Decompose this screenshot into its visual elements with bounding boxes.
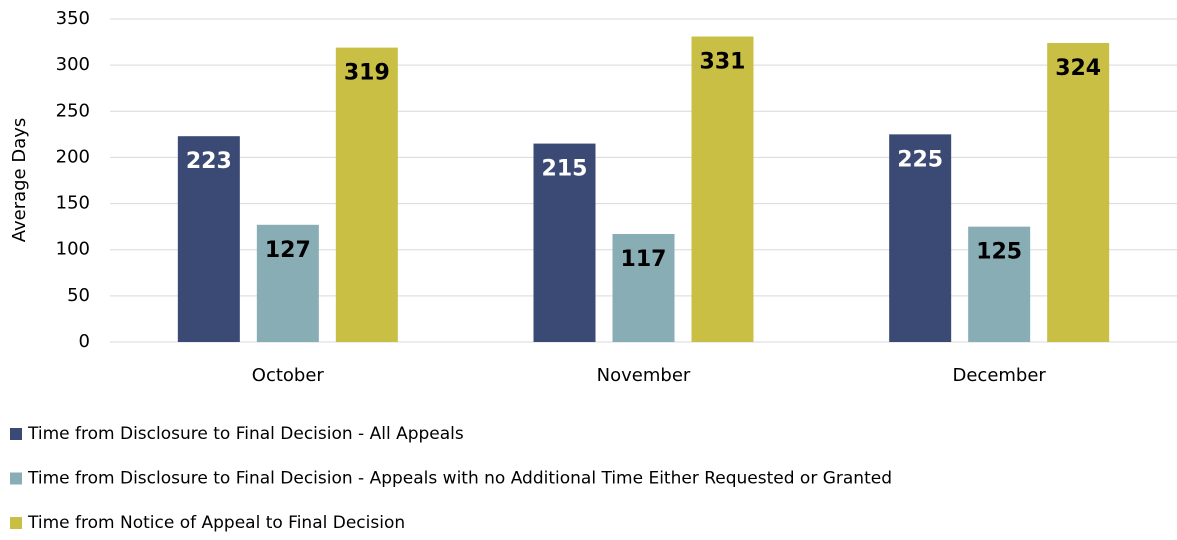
bar [691, 36, 754, 342]
y-tick-label: 150 [56, 193, 90, 214]
y-axis-title: Average Days [9, 118, 30, 243]
bar [612, 234, 675, 342]
y-tick-label: 100 [56, 239, 90, 260]
legend-label: Time from Disclosure to Final Decision -… [27, 469, 892, 489]
legend-label: Time from Disclosure to Final Decision -… [27, 424, 464, 444]
bar [256, 224, 319, 342]
bar [968, 226, 1031, 342]
legend-label: Time from Notice of Appeal to Final Deci… [27, 513, 405, 533]
x-tick-label: November [597, 365, 691, 386]
value-label: 223 [186, 149, 232, 174]
value-label: 127 [265, 238, 311, 263]
value-label: 324 [1055, 56, 1101, 81]
legend-swatch [10, 428, 22, 440]
bar [177, 136, 240, 342]
value-label: 331 [700, 50, 746, 75]
x-tick-label: October [252, 365, 325, 386]
y-tick-label: 350 [56, 8, 90, 29]
bar [533, 143, 596, 342]
y-tick-label: 300 [56, 54, 90, 75]
y-tick-label: 250 [56, 100, 90, 121]
value-label: 215 [542, 157, 588, 182]
legend-swatch [10, 472, 22, 485]
value-label: 225 [897, 147, 943, 172]
bar [1047, 42, 1110, 342]
bar [889, 134, 952, 342]
x-tick-label: December [952, 365, 1046, 386]
y-tick-label: 200 [56, 146, 90, 167]
value-label: 319 [344, 61, 390, 86]
bar [335, 47, 398, 342]
legend-swatch [10, 517, 22, 529]
y-tick-label: 0 [79, 331, 90, 352]
value-label: 117 [621, 247, 667, 272]
value-label: 125 [976, 240, 1022, 265]
y-tick-label: 50 [67, 285, 90, 306]
